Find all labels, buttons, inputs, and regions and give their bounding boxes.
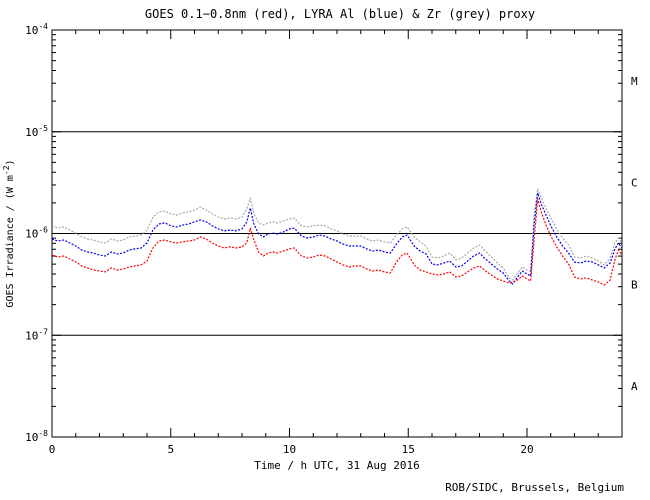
x-tick-label: 5 xyxy=(167,443,174,456)
lyra-zr-proxy-curve xyxy=(51,188,623,281)
x-tick-label: 0 xyxy=(49,443,56,456)
plot-area: 0 5 10 15 20 10-4 10-5 10-6 10-7 10-8 M C B A GOES Irr… xyxy=(2,22,638,456)
x-axis-label: Time / h UTC, 31 Aug 2016 xyxy=(254,459,420,472)
x-tick-label: 20 xyxy=(520,443,533,456)
y-tick-label: 10-8 xyxy=(25,429,48,444)
chart-title: GOES 0.1−0.8nm (red), LYRA Al (blue) & Z… xyxy=(145,7,535,21)
flare-class-label: B xyxy=(631,278,638,291)
flare-class-label: M xyxy=(631,75,638,88)
y-tick-label: 10-6 xyxy=(25,226,48,241)
y-tick-label: 10-4 xyxy=(25,22,48,37)
y-tick-label: 10-7 xyxy=(25,327,48,342)
y-axis-label: GOES Irradiance / (W m-2) xyxy=(2,159,16,307)
flare-class-label: C xyxy=(631,177,638,190)
y-tick-label: 10-5 xyxy=(25,124,48,139)
lyra-al-proxy-curve xyxy=(51,192,623,285)
goes-xray-curve xyxy=(51,198,623,286)
x-tick-label: 15 xyxy=(402,443,415,456)
flare-class-label: A xyxy=(631,380,638,393)
x-tick-label: 10 xyxy=(283,443,296,456)
credit-text: ROB/SIDC, Brussels, Belgium xyxy=(445,481,624,494)
